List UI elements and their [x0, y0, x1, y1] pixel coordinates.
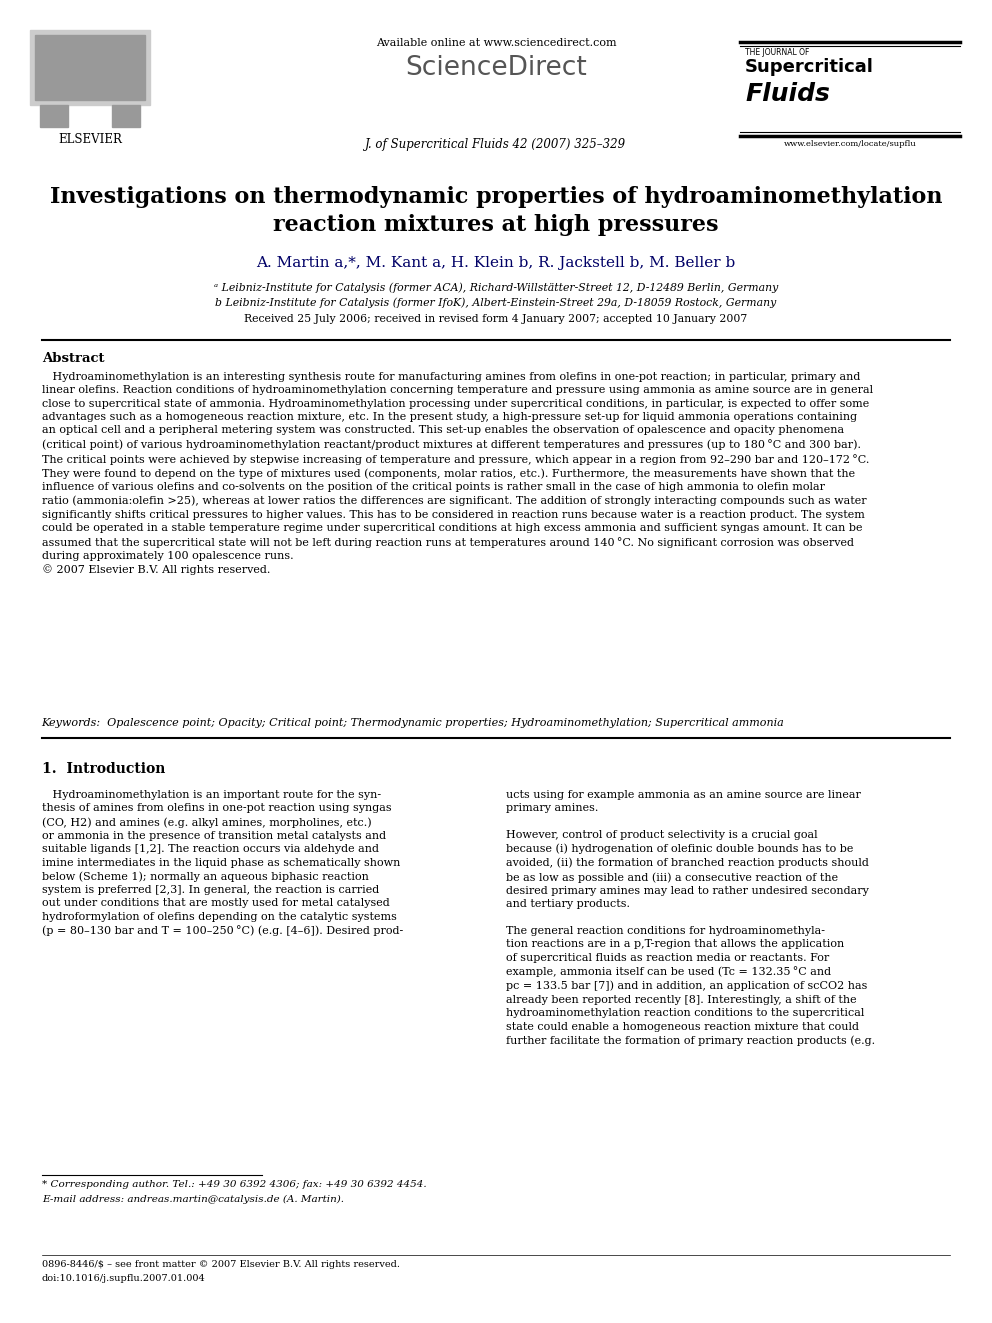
Text: Hydroaminomethylation is an interesting synthesis route for manufacturing amines: Hydroaminomethylation is an interesting …	[42, 372, 873, 576]
Text: ScienceDirect: ScienceDirect	[405, 56, 587, 81]
Bar	[40, 105, 68, 127]
Text: Supercritical: Supercritical	[745, 58, 874, 75]
Text: ELSEVIER: ELSEVIER	[59, 134, 122, 146]
Text: doi:10.1016/j.supflu.2007.01.004: doi:10.1016/j.supflu.2007.01.004	[42, 1274, 205, 1283]
Bar	[30, 30, 150, 105]
Text: J. of Supercritical Fluids 42 (2007) 325–329: J. of Supercritical Fluids 42 (2007) 325…	[365, 138, 627, 151]
Bar	[112, 105, 140, 127]
Text: Received 25 July 2006; received in revised form 4 January 2007; accepted 10 Janu: Received 25 July 2006; received in revis…	[244, 314, 748, 324]
Text: Investigations on thermodynamic properties of hydroaminomethylation: Investigations on thermodynamic properti…	[50, 187, 942, 208]
Text: 1.  Introduction: 1. Introduction	[42, 762, 165, 777]
Text: Hydroaminomethylation is an important route for the syn-
thesis of amines from o: Hydroaminomethylation is an important ro…	[42, 790, 403, 937]
Text: Fluids: Fluids	[745, 82, 830, 106]
Text: ucts using for example ammonia as an amine source are linear
primary amines.

Ho: ucts using for example ammonia as an ami…	[506, 790, 875, 1045]
Text: www.elsevier.com/locate/supflu: www.elsevier.com/locate/supflu	[784, 140, 917, 148]
Text: E-mail address: andreas.martin@catalysis.de (A. Martin).: E-mail address: andreas.martin@catalysis…	[42, 1195, 343, 1204]
Text: reaction mixtures at high pressures: reaction mixtures at high pressures	[273, 214, 719, 235]
Text: Abstract: Abstract	[42, 352, 104, 365]
Text: b Leibniz-Institute for Catalysis (former IfoK), Albert-Einstein-Street 29a, D-1: b Leibniz-Institute for Catalysis (forme…	[215, 296, 777, 307]
Text: Keywords:  Opalescence point; Opacity; Critical point; Thermodynamic properties;: Keywords: Opalescence point; Opacity; Cr…	[42, 718, 785, 728]
Text: 0896-8446/$ – see front matter © 2007 Elsevier B.V. All rights reserved.: 0896-8446/$ – see front matter © 2007 El…	[42, 1259, 400, 1269]
Text: ᵃ Leibniz-Institute for Catalysis (former ACA), Richard-Willstätter-Street 12, D: ᵃ Leibniz-Institute for Catalysis (forme…	[214, 282, 778, 292]
Text: THE JOURNAL OF: THE JOURNAL OF	[745, 48, 809, 57]
Bar	[35, 34, 145, 101]
Text: * Corresponding author. Tel.: +49 30 6392 4306; fax: +49 30 6392 4454.: * Corresponding author. Tel.: +49 30 639…	[42, 1180, 427, 1189]
Text: A. Martin a,*, M. Kant a, H. Klein b, R. Jackstell b, M. Beller b: A. Martin a,*, M. Kant a, H. Klein b, R.…	[256, 255, 736, 270]
Text: Available online at www.sciencedirect.com: Available online at www.sciencedirect.co…	[376, 38, 616, 48]
